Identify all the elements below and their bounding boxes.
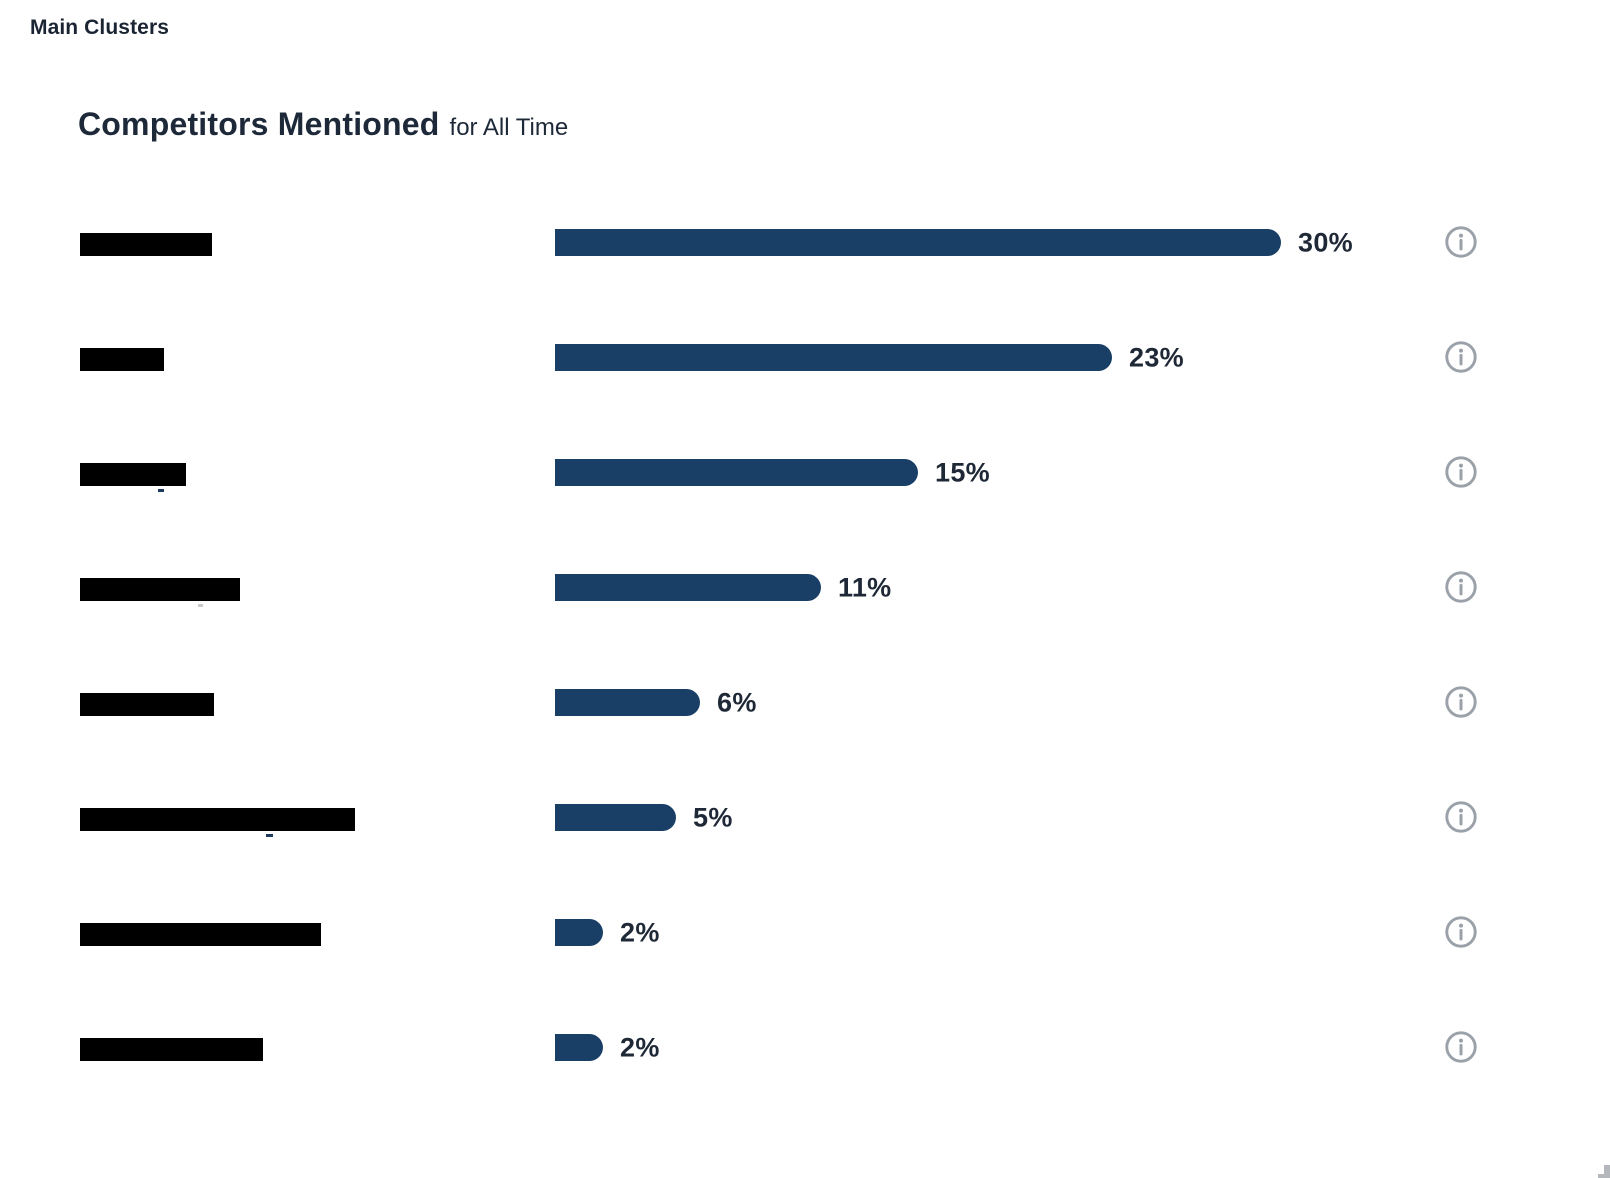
label-descender-mark [198,604,203,607]
bar-value-label: 5% [693,802,733,833]
info-icon[interactable] [1444,1030,1478,1064]
chart-header: Competitors Mentioned for All Time [78,106,568,143]
info-icon[interactable] [1444,340,1478,374]
info-icon[interactable] [1444,455,1478,489]
bar [555,228,1281,256]
bar [555,1033,603,1061]
competitor-row: 15% [0,415,1610,529]
label-descender-mark [158,489,164,492]
bar-value-label: 30% [1298,227,1353,258]
redacted-category-label [80,923,321,946]
competitor-row: 2% [0,990,1610,1104]
label-descender-mark [266,834,273,837]
bar-value-label: 15% [935,457,990,488]
bar-value-label: 2% [620,1032,660,1063]
redacted-category-label [80,808,355,831]
competitor-row: 23% [0,300,1610,414]
competitor-row: 2% [0,875,1610,989]
bar-value-label: 23% [1129,342,1184,373]
bar [555,573,821,601]
resize-corner-mark [1598,1165,1610,1178]
info-icon[interactable] [1444,685,1478,719]
bar [555,343,1112,371]
redacted-category-label [80,578,240,601]
bar [555,458,918,486]
redacted-category-label [80,348,164,371]
redacted-category-label [80,463,186,486]
competitor-row: 6% [0,645,1610,759]
bar-value-label: 2% [620,917,660,948]
info-icon[interactable] [1444,570,1478,604]
bar-value-label: 6% [717,687,757,718]
bar [555,918,603,946]
competitor-row: 11% [0,530,1610,644]
redacted-category-label [80,693,214,716]
bar [555,688,700,716]
competitor-row: 5% [0,760,1610,874]
chart-title: Competitors Mentioned [78,106,440,142]
breadcrumb[interactable]: Main Clusters [30,16,169,39]
bar [555,803,676,831]
competitor-row: 30% [0,185,1610,299]
bar-value-label: 11% [838,572,892,603]
info-icon[interactable] [1444,800,1478,834]
redacted-category-label [80,233,212,256]
chart-subtitle: for All Time [449,114,569,141]
info-icon[interactable] [1444,225,1478,259]
redacted-category-label [80,1038,263,1061]
info-icon[interactable] [1444,915,1478,949]
